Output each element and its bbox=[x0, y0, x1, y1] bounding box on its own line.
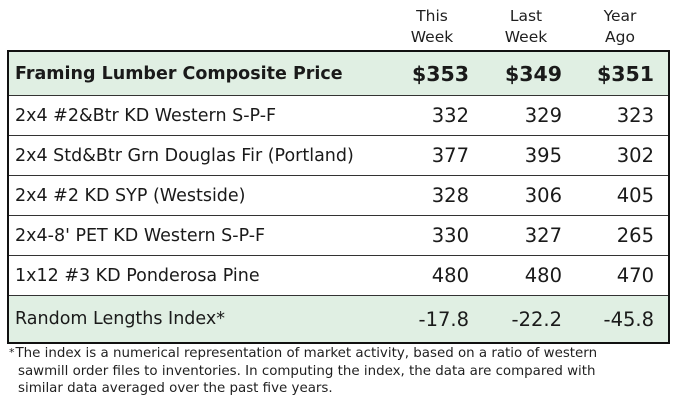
row-label: Framing Lumber Composite Price bbox=[15, 63, 343, 84]
column-header-line: Week bbox=[410, 28, 454, 46]
row-label: 2x4 #2 KD SYP (Westside) bbox=[15, 185, 246, 206]
value-year-ago: 302 bbox=[616, 144, 654, 167]
value-this-week: 328 bbox=[431, 184, 469, 207]
value-this-week: 332 bbox=[431, 104, 469, 127]
value-last-week: 329 bbox=[524, 104, 562, 127]
column-header-line: This bbox=[416, 7, 448, 25]
row-label: 1x12 #3 KD Ponderosa Pine bbox=[15, 265, 260, 286]
row-label: Random Lengths Index* bbox=[15, 309, 225, 329]
footnote-text: The index is a numerical representation … bbox=[15, 346, 598, 361]
column-header-line: Ago bbox=[605, 28, 635, 46]
value-last-week: $349 bbox=[504, 61, 562, 86]
price-table: Framing Lumber Composite Price $353 $349… bbox=[7, 50, 670, 344]
index-footnote: *The index is a numerical representation… bbox=[9, 344, 669, 398]
composite-price-row: Framing Lumber Composite Price $353 $349… bbox=[9, 52, 668, 96]
value-year-ago: 265 bbox=[616, 224, 654, 247]
value-year-ago: 405 bbox=[616, 184, 654, 207]
value-last-week: 480 bbox=[524, 264, 562, 287]
value-this-week: 377 bbox=[431, 144, 469, 167]
column-header-this-week: This Week bbox=[396, 6, 468, 48]
value-last-week: -22.2 bbox=[511, 307, 562, 331]
footnote-line: sawmill order files to inventories. In c… bbox=[18, 363, 596, 379]
value-last-week: 327 bbox=[524, 224, 562, 247]
row-label: 2x4-8' PET KD Western S-P-F bbox=[15, 225, 266, 246]
table-row: 2x4 #2&Btr KD Western S-P-F 332 329 323 bbox=[9, 96, 668, 136]
value-year-ago: $351 bbox=[596, 61, 654, 86]
value-year-ago: 323 bbox=[616, 104, 654, 127]
footnote-asterisk: * bbox=[9, 346, 15, 359]
random-lengths-index-row: Random Lengths Index* -17.8 -22.2 -45.8 bbox=[9, 296, 668, 342]
column-header-line: Week bbox=[504, 28, 548, 46]
footnote-line: similar data averaged over the past five… bbox=[18, 381, 333, 396]
row-label: 2x4 Std&Btr Grn Douglas Fir (Portland) bbox=[15, 145, 354, 166]
value-year-ago: -45.8 bbox=[603, 307, 654, 331]
value-last-week: 306 bbox=[524, 184, 562, 207]
column-header-line: Last bbox=[509, 7, 543, 25]
footnote-line: *The index is a numerical representation… bbox=[9, 344, 669, 363]
column-header-last-week: Last Week bbox=[490, 6, 562, 48]
table-row: 2x4 Std&Btr Grn Douglas Fir (Portland) 3… bbox=[9, 136, 668, 176]
row-label: 2x4 #2&Btr KD Western S-P-F bbox=[15, 105, 277, 126]
value-last-week: 395 bbox=[524, 144, 562, 167]
table-row: 2x4 #2 KD SYP (Westside) 328 306 405 bbox=[9, 176, 668, 216]
value-year-ago: 470 bbox=[616, 264, 654, 287]
column-header-line: Year bbox=[603, 7, 637, 25]
value-this-week: 330 bbox=[431, 224, 469, 247]
value-this-week: -17.8 bbox=[418, 307, 469, 331]
column-header-year-ago: Year Ago bbox=[584, 6, 656, 48]
value-this-week: 480 bbox=[431, 264, 469, 287]
value-this-week: $353 bbox=[411, 61, 469, 86]
table-row: 1x12 #3 KD Ponderosa Pine 480 480 470 bbox=[9, 256, 668, 296]
table-row: 2x4-8' PET KD Western S-P-F 330 327 265 bbox=[9, 216, 668, 256]
